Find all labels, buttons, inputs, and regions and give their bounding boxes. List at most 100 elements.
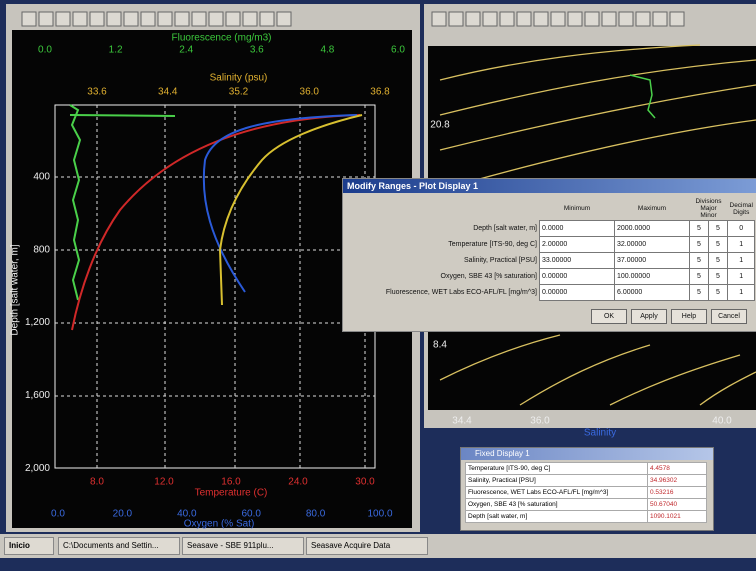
axis-label: Oxygen (% Sat) bbox=[184, 519, 255, 530]
toolbar-button[interactable] bbox=[482, 11, 498, 27]
tick-label: 36.0 bbox=[300, 87, 320, 98]
toolbar-button[interactable] bbox=[89, 11, 105, 27]
range-field[interactable]: 5 bbox=[689, 268, 709, 285]
toolbar-button[interactable] bbox=[72, 11, 88, 27]
toolbar-button[interactable] bbox=[123, 11, 139, 27]
range-field[interactable]: 1 bbox=[726, 252, 756, 269]
taskbar-item[interactable]: C:\Documents and Settin... bbox=[58, 537, 180, 555]
toolbar-button[interactable] bbox=[276, 11, 292, 27]
toolbar-button[interactable] bbox=[567, 11, 583, 27]
grid bbox=[55, 105, 375, 468]
toolbar-button[interactable] bbox=[259, 11, 275, 27]
tick-label: 6.0 bbox=[391, 45, 405, 56]
toolbar-button[interactable] bbox=[465, 11, 481, 27]
range-field[interactable]: 2.00000 bbox=[539, 236, 615, 253]
modify-ranges-dialog: Modify Ranges - Plot Display 1 Minimum Ma… bbox=[342, 178, 756, 332]
depth-tick-label: 1,600 bbox=[25, 390, 50, 401]
dialog-button[interactable]: Help bbox=[671, 309, 707, 324]
tick-label: 0.0 bbox=[51, 509, 65, 520]
toolbar-button[interactable] bbox=[55, 11, 71, 27]
fixed-label: Depth [salt water, m] bbox=[465, 510, 648, 523]
y-tick-label: 8.4 bbox=[433, 340, 447, 351]
range-field[interactable]: 0.00000 bbox=[539, 268, 615, 285]
tick-label: 12.0 bbox=[154, 477, 174, 488]
fixed-row: Depth [salt water, m] 1090.1021 bbox=[465, 510, 707, 523]
range-field[interactable]: 2000.0000 bbox=[614, 220, 690, 237]
toolbar-button[interactable] bbox=[191, 11, 207, 27]
tick-label: 0.0 bbox=[38, 45, 52, 56]
depth-tick-label: 2,000 bbox=[25, 463, 50, 474]
toolbar-button[interactable] bbox=[550, 11, 566, 27]
range-field[interactable]: 100.00000 bbox=[614, 268, 690, 285]
range-field[interactable]: 32.00000 bbox=[614, 236, 690, 253]
fixed-label: Salinity, Practical [PSU] bbox=[465, 474, 648, 487]
dialog-button[interactable]: OK bbox=[591, 309, 627, 324]
range-field[interactable]: 5 bbox=[708, 236, 728, 253]
start-button[interactable]: Inicio bbox=[4, 537, 54, 555]
range-field[interactable]: 5 bbox=[708, 252, 728, 269]
toolbar-button[interactable] bbox=[533, 11, 549, 27]
range-field[interactable]: 5 bbox=[708, 220, 728, 237]
taskbar-item[interactable]: Seasave - SBE 911plu... bbox=[182, 537, 304, 555]
range-field[interactable]: 1 bbox=[726, 284, 756, 301]
range-field[interactable]: 0.00000 bbox=[539, 284, 615, 301]
dialog-button[interactable]: Cancel bbox=[711, 309, 747, 324]
fixed-value: 0.53216 bbox=[647, 486, 707, 499]
range-field[interactable]: 5 bbox=[689, 220, 709, 237]
toolbar-button[interactable] bbox=[242, 11, 258, 27]
range-field[interactable]: 33.00000 bbox=[539, 252, 615, 269]
toolbar-button[interactable] bbox=[669, 11, 685, 27]
fixed-value: 34.96302 bbox=[647, 474, 707, 487]
toolbar-button[interactable] bbox=[174, 11, 190, 27]
dialog-button[interactable]: Apply bbox=[631, 309, 667, 324]
toolbar-button[interactable] bbox=[140, 11, 156, 27]
row-label: Oxygen, SBE 43 [% saturation] bbox=[440, 273, 538, 280]
range-field[interactable]: 5 bbox=[708, 268, 728, 285]
fixed-value: 1090.1021 bbox=[647, 510, 707, 523]
toolbar-button[interactable] bbox=[584, 11, 600, 27]
range-field[interactable]: 5 bbox=[708, 284, 728, 301]
range-field[interactable]: 5 bbox=[689, 252, 709, 269]
ts-trace bbox=[629, 74, 656, 119]
range-field[interactable]: 6.00000 bbox=[614, 284, 690, 301]
header-row: Minimum Maximum Divisions Major Minor Decim… bbox=[349, 197, 755, 221]
range-row: Temperature [ITS-90, deg C] 2.00000 32.000… bbox=[349, 236, 756, 253]
toolbar-button[interactable] bbox=[499, 11, 515, 27]
fixed-label: Fluorescence, WET Labs ECO-AFL/FL [mg/m^… bbox=[465, 486, 648, 499]
toolbar-button[interactable] bbox=[516, 11, 532, 27]
toolbar-button[interactable] bbox=[225, 11, 241, 27]
range-row: Salinity, Practical [PSU] 33.00000 37.0000… bbox=[349, 252, 756, 269]
toolbar-button[interactable] bbox=[635, 11, 651, 27]
tick-label: 80.0 bbox=[306, 509, 326, 520]
toolbar-button[interactable] bbox=[431, 11, 447, 27]
axis-label: Fluorescence (mg/m3) bbox=[171, 33, 271, 44]
range-row: Oxygen, SBE 43 [% saturation] 0.00000 100.… bbox=[349, 268, 756, 285]
taskbar-item[interactable]: Seasave Acquire Data bbox=[306, 537, 428, 555]
toolbar-button[interactable] bbox=[106, 11, 122, 27]
toolbar-button[interactable] bbox=[652, 11, 668, 27]
range-field[interactable]: 5 bbox=[689, 236, 709, 253]
toolbar-button[interactable] bbox=[448, 11, 464, 27]
x-tick-label: 34.4 bbox=[452, 416, 472, 427]
tick-label: 40.0 bbox=[177, 509, 197, 520]
toolbar-button[interactable] bbox=[601, 11, 617, 27]
range-field[interactable]: 1 bbox=[726, 268, 756, 285]
range-field[interactable]: 0.0000 bbox=[539, 220, 615, 237]
toolbar-button[interactable] bbox=[38, 11, 54, 27]
row-label: Fluorescence, WET Labs ECO-AFL/FL [mg/m^… bbox=[385, 289, 537, 296]
fixed-row: Fluorescence, WET Labs ECO-AFL/FL [mg/m^… bbox=[465, 486, 707, 499]
range-field[interactable]: 5 bbox=[689, 284, 709, 301]
toolbar-button[interactable] bbox=[208, 11, 224, 27]
range-field[interactable]: 1 bbox=[726, 236, 756, 253]
range-field[interactable]: 37.00000 bbox=[614, 252, 690, 269]
oxygen-trace bbox=[202, 114, 358, 293]
row-label: Salinity, Practical [PSU] bbox=[463, 257, 537, 264]
range-field[interactable]: 0 bbox=[726, 220, 756, 237]
header-cell bbox=[349, 197, 540, 221]
toolbar-button[interactable] bbox=[157, 11, 173, 27]
toolbar-button[interactable] bbox=[618, 11, 634, 27]
tick-label: 16.0 bbox=[221, 477, 241, 488]
toolbar-button[interactable] bbox=[21, 11, 37, 27]
row-label: Temperature [ITS-90, deg C] bbox=[448, 241, 537, 248]
